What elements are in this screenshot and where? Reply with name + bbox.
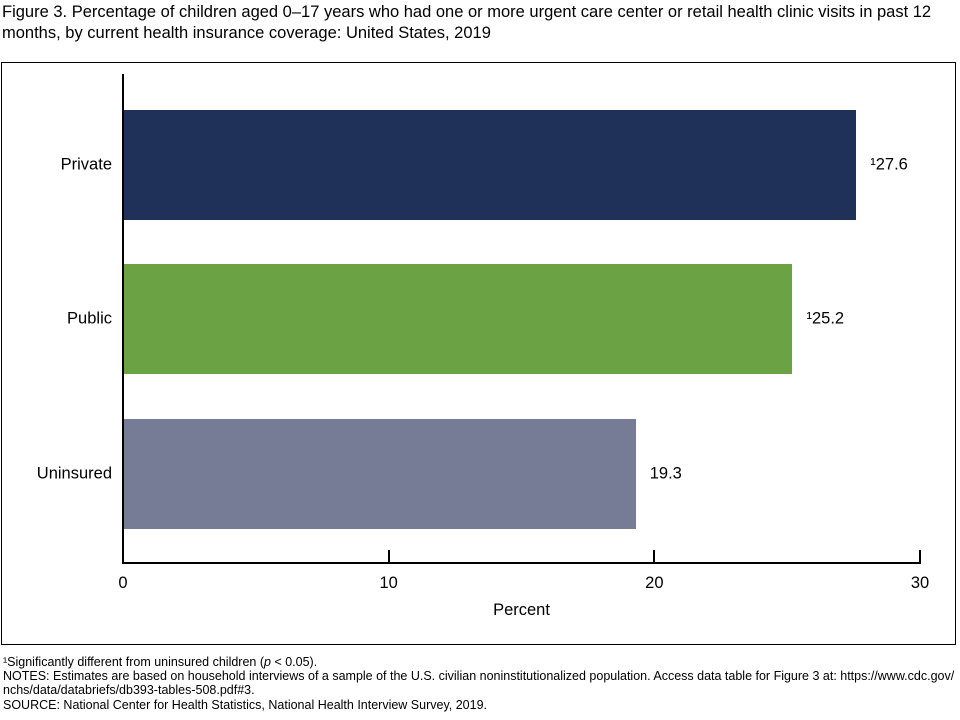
tick-mark-10 [387, 550, 390, 562]
tick-label-20: 20 [645, 574, 664, 592]
bar-uninsured [123, 418, 636, 529]
category-label-public: Public [67, 309, 112, 328]
bar-private [123, 110, 857, 221]
footnotes: ¹Significantly different from uninsured … [3, 655, 957, 712]
bar-rows: Private ¹27.6 Public ¹25.2 Uninsured 19.3 [2, 88, 955, 551]
value-label-public: ¹25.2 [806, 309, 845, 328]
category-label-uninsured: Uninsured [36, 464, 112, 483]
tick-mark-30 [919, 550, 921, 562]
value-label-private: ¹27.6 [870, 155, 908, 174]
figure-title: Figure 3. Percentage of children aged 0–… [2, 3, 932, 42]
tick-label-10: 10 [379, 574, 398, 592]
bar-row-private: Private ¹27.6 [2, 88, 955, 242]
chart-frame: Private ¹27.6 Public ¹25.2 Uninsured 19.3 0 10… [1, 62, 956, 645]
bar-row-public: Public ¹25.2 [2, 242, 955, 396]
footnote-significance: ¹Significantly different from uninsured … [3, 655, 318, 669]
value-label-uninsured: 19.3 [649, 464, 682, 483]
tick-label-0: 0 [118, 574, 128, 592]
x-axis-title: Percent [493, 601, 550, 619]
bar-row-uninsured: Uninsured 19.3 [2, 397, 955, 551]
category-label-private: Private [60, 155, 112, 174]
tick-label-30: 30 [910, 574, 930, 592]
footnote-source: SOURCE: National Center for Health Stati… [3, 697, 488, 712]
x-axis-line [122, 562, 921, 564]
footnote-notes: NOTES: Estimates are based on household … [3, 669, 955, 698]
y-axis-line [122, 74, 124, 564]
tick-mark-20 [653, 550, 656, 562]
bar-public [123, 264, 793, 375]
